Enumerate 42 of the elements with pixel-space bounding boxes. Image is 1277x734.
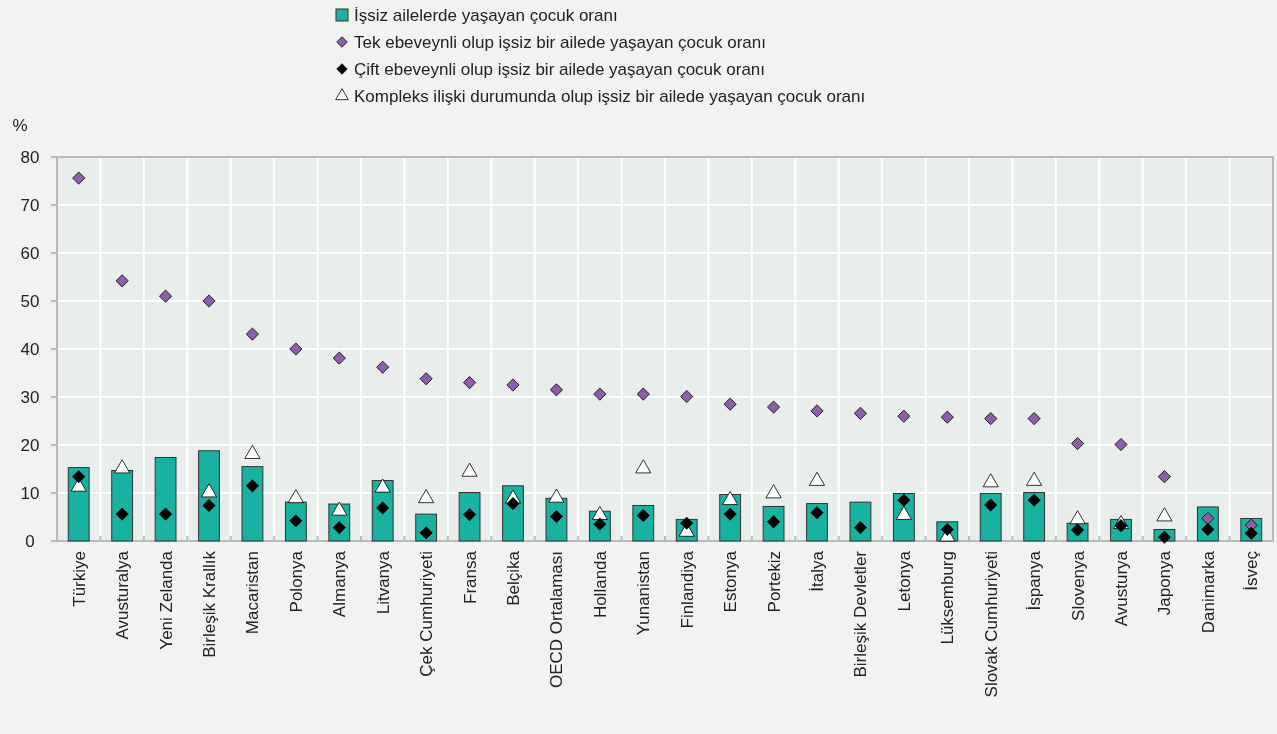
x-tick-label: Almanya [330, 550, 350, 618]
y-tick-label: 80 [20, 147, 40, 167]
y-tick-label: 30 [20, 387, 40, 407]
x-tick-label: Avusturya [1112, 550, 1131, 627]
x-tick-label: Polonya [286, 550, 306, 613]
x-tick-label: Avusturalya [113, 550, 133, 640]
legend-label: İşsiz ailelerde yaşayan çocuk oranı [354, 5, 618, 25]
x-tick-label: Birleşik Krallık [200, 550, 219, 658]
x-tick-label: Estonya [721, 550, 741, 613]
x-tick-label: Portekiz [764, 551, 784, 613]
x-tick-label: OECD Ortalaması [547, 551, 567, 688]
y-tick-label: 0 [25, 531, 35, 551]
x-tick-label: Fransa [460, 550, 480, 604]
y-axis-title: % [12, 116, 28, 135]
x-tick-label: Finlandiya [677, 550, 697, 629]
legend-label: Kompleks ilişki durumunda olup işsiz bir ailede yaşayan çocuk oranı [354, 86, 866, 106]
y-tick-label: 10 [20, 483, 40, 503]
x-tick-label: Belçika [504, 550, 523, 606]
x-tick-label: İspanya [1025, 550, 1045, 611]
x-tick-label: Slovenya [1068, 550, 1088, 621]
y-tick-label: 40 [20, 339, 40, 359]
x-tick-label: Hollanda [590, 550, 610, 619]
legend-label: Tek ebeveynli olup işsiz bir ailede yaşayan çocuk oranı [354, 32, 767, 52]
x-tick-label: Macaristan [243, 551, 263, 635]
y-tick-label: 60 [20, 243, 40, 263]
x-tick-label: Letonya [894, 550, 914, 612]
x-tick-label: Japonya [1155, 550, 1175, 616]
x-tick-label: Yunanistan [634, 551, 654, 636]
y-tick-label: 70 [20, 195, 40, 215]
x-tick-label: İsveç [1242, 550, 1262, 591]
x-tick-label: Litvanya [373, 550, 393, 615]
x-tick-label: Slovak Cumhuriyeti [981, 551, 1001, 698]
x-tick-label: Türkiye [69, 551, 89, 607]
y-tick-label: 20 [20, 435, 40, 455]
x-tick-label: Birleşik Devletler [851, 550, 871, 678]
x-tick-label: Çek Cumhuriyeti [417, 551, 437, 677]
legend-label: Çift ebeveynli olup işsiz bir ailede yaşayan çocuk oranı [354, 59, 766, 79]
x-tick-label: Lüksemburg [938, 551, 958, 645]
x-tick-label: İtalya [808, 550, 827, 592]
x-tick-label: Yeni Zelanda [156, 550, 176, 650]
y-tick-label: 50 [20, 291, 40, 311]
x-tick-label: Danimarka [1198, 550, 1218, 634]
